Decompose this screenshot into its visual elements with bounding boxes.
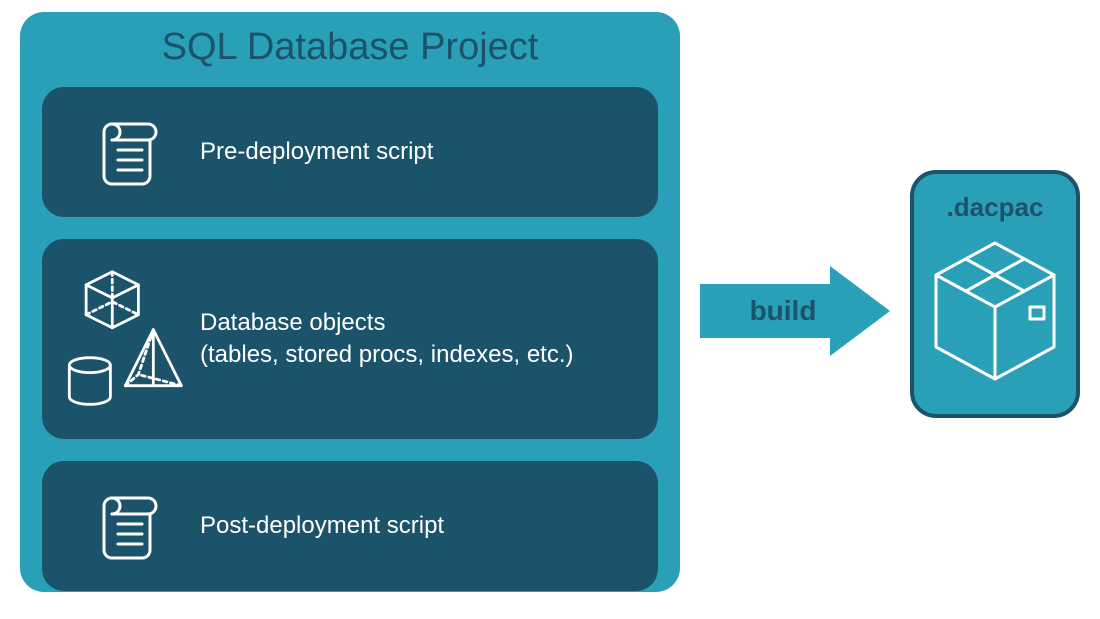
build-arrow: build	[700, 266, 890, 356]
stage-database-objects: Database objects (tables, stored procs, …	[42, 239, 658, 439]
stage-label: Post-deployment script	[200, 510, 444, 542]
shapes-icon	[60, 259, 200, 419]
stage-label: Pre-deployment script	[200, 136, 433, 168]
project-title: SQL Database Project	[42, 26, 658, 69]
package-icon	[930, 237, 1060, 387]
project-container: SQL Database Project Pre-deployment scri…	[20, 12, 680, 592]
stage-pre-deployment: Pre-deployment script	[42, 87, 658, 217]
stage-label-group: Database objects (tables, stored procs, …	[200, 307, 574, 372]
output-label: .dacpac	[947, 192, 1044, 223]
stage-label: Database objects	[200, 307, 574, 339]
stage-sublabel: (tables, stored procs, indexes, etc.)	[200, 339, 574, 371]
scroll-icon	[60, 486, 200, 566]
output-dacpac: .dacpac	[910, 170, 1080, 418]
arrow-label: build	[718, 266, 848, 356]
scroll-icon	[60, 112, 200, 192]
stage-post-deployment: Post-deployment script	[42, 461, 658, 591]
